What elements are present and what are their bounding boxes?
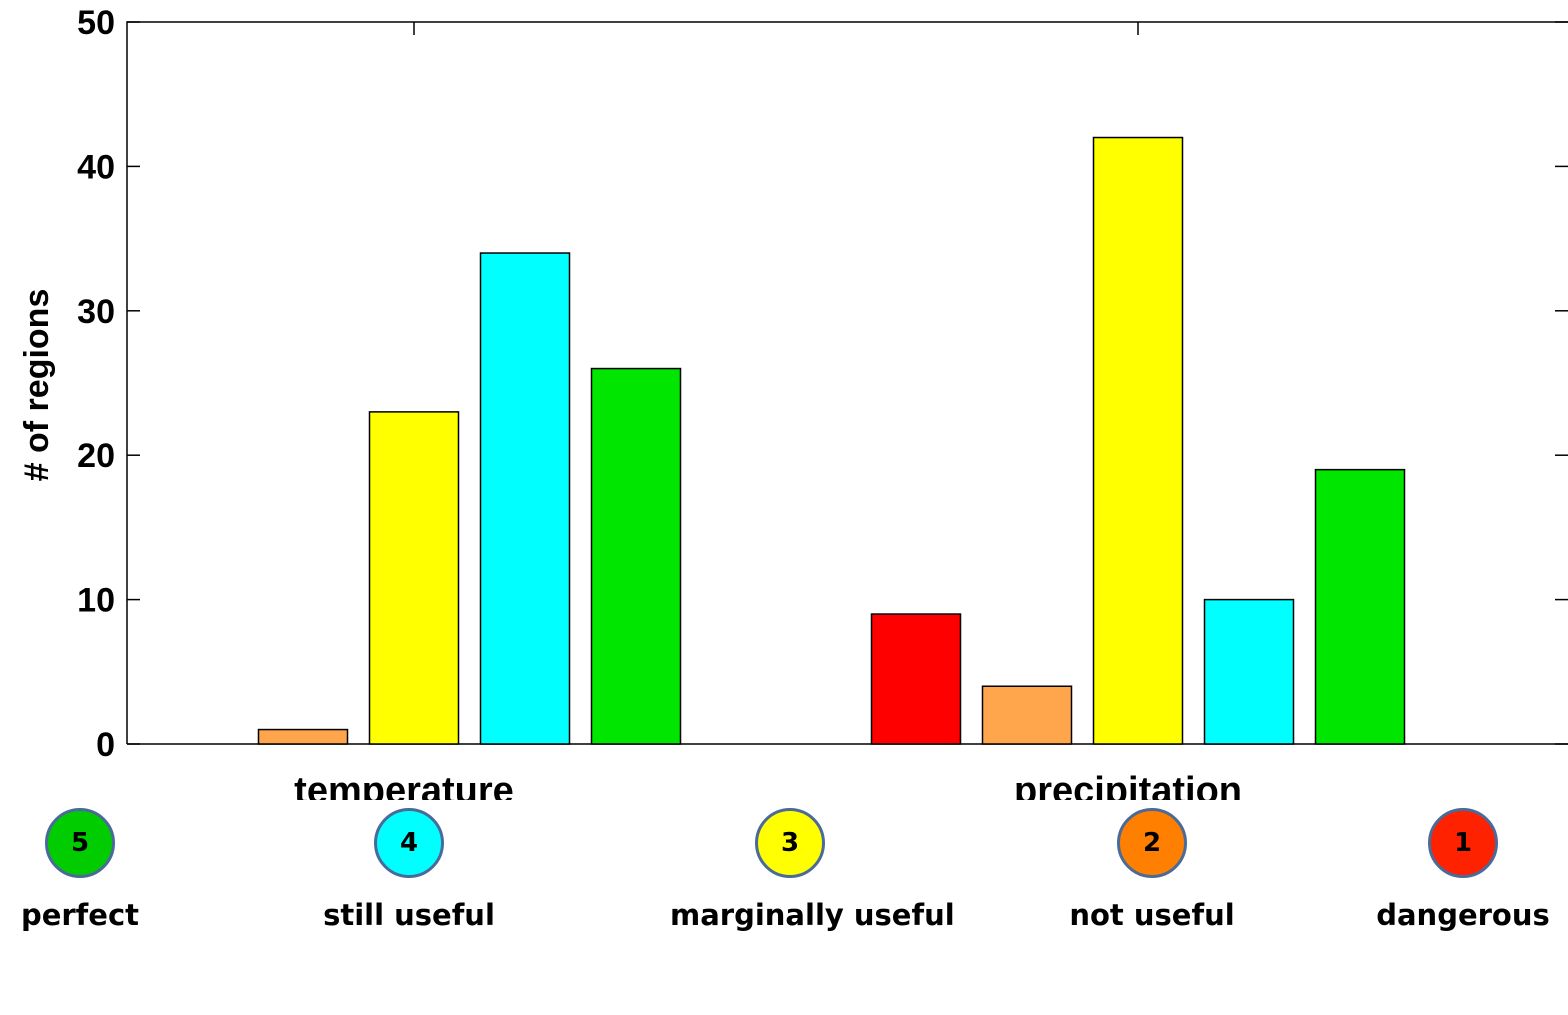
rating-2-label: not useful	[1069, 898, 1235, 932]
rating-4-circle: 4	[374, 808, 444, 878]
bar-chart: 0 10 20 30 40 50 temperature precipitation # o…	[18, 4, 1568, 800]
rating-3-circle: 3	[755, 808, 825, 878]
y-tick-label: 40	[77, 148, 115, 186]
bar-temperature-3	[479, 252, 571, 745]
legend-item-5: 5 perfect	[0, 808, 200, 932]
bar-precipitation-0	[870, 613, 962, 745]
rating-3-label: marginally useful	[670, 898, 955, 932]
bars	[257, 136, 1406, 745]
x-axis-category-labels: temperature precipitation	[294, 770, 1242, 800]
bar-temperature-1	[257, 728, 349, 745]
y-axis-ticks: 0 10 20 30 40 50	[77, 4, 1568, 764]
rating-2-circle: 2	[1117, 808, 1187, 878]
rating-1-circle: 1	[1428, 808, 1498, 878]
x-category-label: precipitation	[1014, 770, 1242, 800]
rating-1-label: dangerous	[1376, 898, 1550, 932]
bar-precipitation-2	[1092, 136, 1184, 745]
legend-item-4: 4 still useful	[289, 808, 529, 932]
bar-temperature-4	[590, 367, 682, 745]
rating-4-label: still useful	[323, 898, 495, 932]
y-tick-label: 10	[77, 582, 115, 620]
y-tick-label: 20	[77, 437, 115, 475]
bar-precipitation-1	[981, 685, 1073, 745]
legend-item-3: 3 marginally useful	[670, 808, 955, 932]
y-tick-label: 30	[77, 293, 115, 331]
bar-precipitation-3	[1203, 598, 1295, 745]
x-category-label: temperature	[294, 770, 514, 800]
y-tick-label: 50	[77, 4, 115, 42]
legend-item-2: 2 not useful	[1032, 808, 1272, 932]
y-axis-title: # of regions	[18, 289, 56, 482]
bar-precipitation-4	[1314, 468, 1406, 745]
rating-5-label: perfect	[20, 898, 140, 932]
rating-5-circle: 5	[45, 808, 115, 878]
bar-temperature-2	[368, 411, 460, 745]
legend-item-1: 1 dangerous	[1343, 808, 1568, 932]
y-tick-label: 0	[96, 726, 115, 764]
